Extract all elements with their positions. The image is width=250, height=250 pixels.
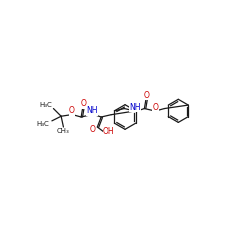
Text: O: O [144, 91, 150, 100]
Text: O: O [152, 102, 158, 112]
Text: CH₃: CH₃ [57, 128, 70, 134]
Text: O: O [80, 100, 86, 108]
Text: NH: NH [130, 102, 141, 112]
Text: OH: OH [103, 127, 115, 136]
Text: NH: NH [86, 106, 98, 115]
Text: H₃C: H₃C [39, 102, 52, 108]
Text: O: O [69, 106, 75, 115]
Text: H₃C: H₃C [37, 121, 50, 127]
Text: O: O [90, 125, 96, 134]
